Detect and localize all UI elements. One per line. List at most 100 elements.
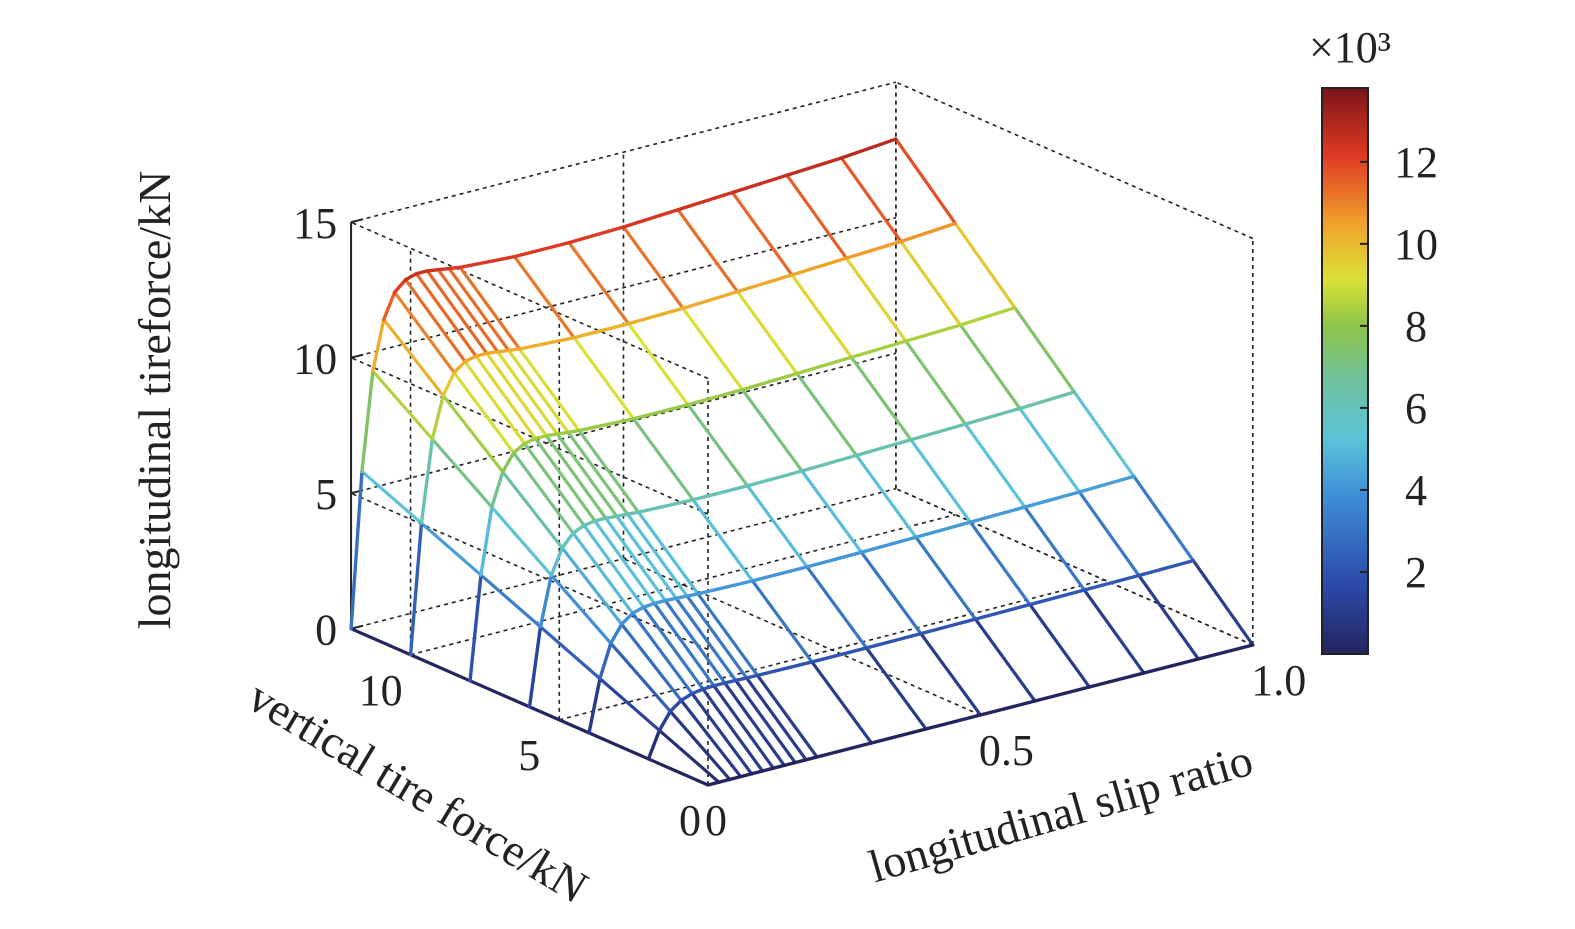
mesh-line-force — [968, 505, 1027, 524]
mesh-line-force — [963, 406, 1022, 426]
colorbar-tick-label: 2 — [1405, 548, 1427, 597]
mesh-line-slip — [538, 625, 602, 681]
mesh-line-slip — [785, 173, 849, 260]
mesh-line-force — [485, 350, 500, 356]
mesh-line-slip — [587, 731, 651, 761]
mesh-line-force — [641, 601, 657, 609]
mesh-line-force — [604, 514, 619, 520]
side-wall-gridline — [350, 221, 709, 380]
mesh-line-force — [750, 565, 809, 583]
mesh-line-slip — [479, 573, 543, 629]
mesh-line-slip — [577, 428, 641, 514]
mesh-line-slip — [691, 498, 755, 583]
mesh-line-slip — [750, 579, 814, 664]
mesh-line-force — [566, 428, 581, 434]
mesh-line-slip — [919, 632, 983, 717]
mesh-line-slip — [496, 350, 559, 436]
y-tick-label: 0 — [679, 796, 701, 845]
mesh-line-force — [815, 741, 874, 759]
mesh-line-force — [1082, 573, 1141, 592]
colorbar: ×10³ 2 4 6 8 10 12 — [1309, 23, 1438, 655]
mesh-line-slip — [512, 451, 575, 535]
mesh-line-slip — [679, 698, 743, 779]
mesh-line-slip — [641, 605, 705, 691]
mesh-line-force — [419, 437, 435, 525]
mesh-line-force — [728, 774, 743, 782]
x-axis-label: longitudinal slip ratio — [863, 734, 1258, 892]
mesh-line-slip — [1072, 390, 1136, 478]
mesh-line-force — [676, 190, 735, 212]
mesh-line-force — [620, 611, 635, 626]
y-axis-label: vertical tire force/kN — [240, 671, 597, 913]
mesh-line-force — [745, 469, 804, 488]
mesh-line-force — [749, 769, 765, 776]
mesh-line-slip — [572, 336, 636, 421]
mesh-line-slip — [609, 641, 672, 713]
mesh-line-force — [782, 760, 797, 768]
mesh-line-slip — [963, 422, 1027, 509]
mesh-line-slip — [663, 598, 727, 685]
tick-labels: 0 5 10 15 0 5 10 0 0.5 1.0 — [293, 199, 1306, 845]
mesh-line-slip — [593, 519, 657, 605]
mesh-line-slip — [517, 347, 581, 433]
x-tick-label: 0.5 — [979, 726, 1034, 775]
mesh-line-slip — [681, 306, 745, 392]
mesh-line-force — [804, 755, 819, 762]
mesh-line-force — [686, 387, 745, 407]
box-edge — [895, 81, 1254, 240]
colorbar-tick-label: 12 — [1394, 138, 1438, 187]
mesh-line-slip — [371, 369, 434, 441]
mesh-line-force — [899, 221, 958, 244]
mesh-line-slip — [468, 679, 532, 709]
mesh-line-force — [919, 617, 978, 636]
mesh-line-slip — [430, 437, 494, 509]
floor-gridline — [559, 579, 1105, 721]
mesh-line-slip — [512, 255, 576, 340]
mesh-line-force — [1018, 390, 1077, 411]
mesh-line-force — [360, 369, 375, 474]
mesh-line-slip — [458, 265, 522, 351]
mesh-line-slip — [533, 436, 597, 523]
mesh-line-force — [914, 520, 973, 539]
mesh-line-force — [512, 240, 571, 259]
mesh-line-force — [533, 434, 549, 441]
mesh-line-force — [631, 403, 690, 421]
mesh-line-slip — [555, 432, 619, 518]
mesh-line-slip — [567, 241, 631, 326]
box-edge — [895, 487, 1254, 646]
back-wall-gridline — [350, 216, 897, 359]
mesh-line-force — [1028, 588, 1087, 607]
back-wall-gridline — [350, 81, 897, 223]
mesh-line-slip — [968, 520, 1032, 607]
mesh-line-force — [522, 436, 538, 446]
mesh-line-force — [740, 371, 799, 392]
mesh-line-slip — [393, 290, 456, 375]
mesh-line-slip — [452, 370, 516, 455]
mesh-line-slip — [805, 565, 869, 650]
mesh-line-slip — [795, 371, 859, 457]
mesh-line-slip — [631, 417, 695, 502]
mesh-line-slip — [501, 470, 564, 550]
colorbar-tick-label: 10 — [1394, 220, 1438, 269]
side-wall-gridline — [350, 492, 709, 651]
z-tick-mark — [350, 218, 364, 224]
mesh-line-force — [844, 239, 903, 260]
mesh-line-slip — [441, 394, 505, 474]
mesh-line-slip — [582, 523, 646, 609]
mesh-line-slip — [615, 514, 678, 600]
mesh-line-slip — [463, 360, 527, 446]
mesh-line-force — [408, 521, 424, 657]
mesh-line-force — [560, 531, 575, 550]
mesh-line-slip — [490, 505, 553, 577]
mesh-line-slip — [790, 273, 854, 359]
mesh-line-force — [755, 660, 814, 678]
mesh-line-force — [793, 758, 808, 765]
mesh-line-slip — [447, 266, 511, 353]
mesh-line-force — [1077, 474, 1136, 494]
mesh-line-force — [582, 519, 597, 528]
mesh-line-slip — [914, 535, 978, 621]
mesh-line-slip — [657, 728, 721, 784]
mesh-line-slip — [474, 354, 538, 441]
mesh-line-force — [403, 271, 419, 282]
mesh-line-force — [800, 453, 859, 473]
